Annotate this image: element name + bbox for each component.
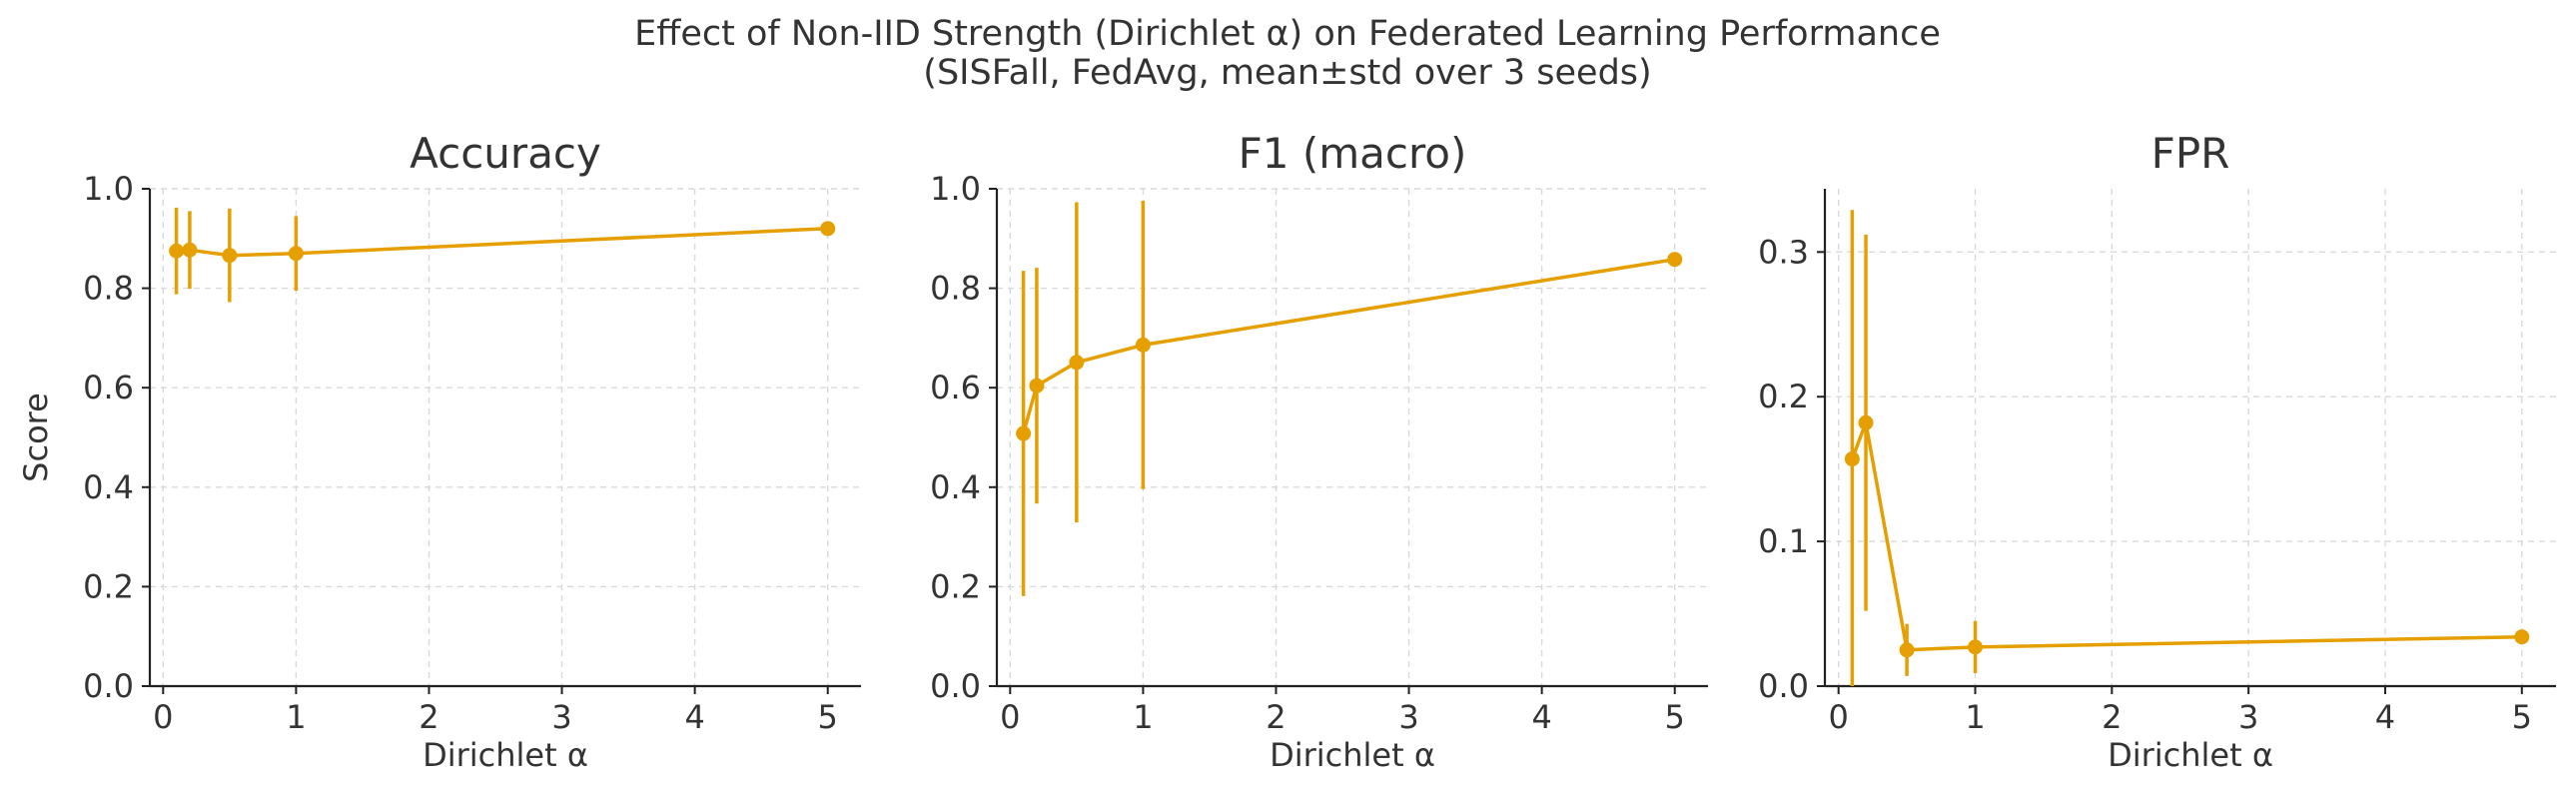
fpr-y-tick-label-0: 0.0: [1758, 667, 1809, 705]
panel-accuracy: 0 1 2 3 4 5 0.0 0.2 0.4 0.6 0.8 1.0 Accuracy Dirichle…: [17, 129, 861, 774]
panel-f1-macro: 0 1 2 3 4 5 0.0 0.2 0.4 0.6 0.8 1.0 F1 (macro) Dirich…: [930, 129, 1708, 774]
accuracy-x-tick-label-0: 0: [153, 698, 173, 736]
f1-macro-y-tick-label-4: 0.8: [930, 270, 981, 308]
fpr-series-line: [1850, 420, 2522, 652]
f1-macro-y-tick-label-0: 0.0: [930, 667, 981, 705]
accuracy-x-label: Dirichlet α: [423, 736, 588, 774]
accuracy-y-tick-label-0: 0.0: [83, 667, 134, 705]
fpr-x-tick-label-5: 5: [2512, 698, 2532, 736]
fpr-point-0: [1844, 451, 1860, 467]
fpr-x-tick-label-4: 4: [2375, 698, 2395, 736]
accuracy-y-label: Score: [17, 393, 55, 482]
f1-macro-x-tick-label-1: 1: [1133, 698, 1153, 736]
accuracy-point-2: [222, 248, 238, 264]
accuracy-y-tick-label-4: 0.8: [83, 270, 134, 308]
fpr-point-4: [2514, 629, 2530, 645]
accuracy-point-0: [169, 243, 185, 259]
accuracy-x-tick-label-4: 4: [684, 698, 704, 736]
f1-macro-x-tick-label-3: 3: [1398, 698, 1418, 736]
fpr-y-tick-label-2: 0.2: [1758, 378, 1809, 415]
fpr-point-3: [1968, 639, 1984, 655]
f1-macro-point-3: [1135, 337, 1151, 353]
fpr-x-label: Dirichlet α: [2108, 736, 2273, 774]
figure-title-line-1: Effect of Non-IID Strength (Dirichlet α)…: [634, 14, 1941, 54]
accuracy-y-tick-label-3: 0.6: [83, 369, 134, 406]
fpr-x-tick-label-2: 2: [2102, 698, 2122, 736]
fpr-x-tick-label-0: 0: [1829, 698, 1849, 736]
fpr-point-2: [1899, 642, 1915, 658]
f1-macro-y-tick-label-1: 0.2: [930, 567, 981, 605]
accuracy-y-tick-label-5: 1.0: [83, 170, 134, 208]
f1-macro-y-tick-label-2: 0.4: [930, 468, 981, 506]
fpr-y-tick-label-1: 0.1: [1758, 522, 1809, 560]
accuracy-series-line: [176, 227, 828, 258]
fpr-point-1: [1858, 414, 1874, 430]
f1-macro-point-2: [1069, 355, 1085, 371]
figure-title-line-2: (SISFall, FedAvg, mean±std over 3 seeds): [923, 53, 1651, 93]
f1-macro-title: F1 (macro): [1239, 129, 1467, 178]
f1-macro-point-4: [1667, 252, 1683, 268]
accuracy-x-tick-label-5: 5: [818, 698, 838, 736]
accuracy-x-tick-label-2: 2: [419, 698, 438, 736]
f1-macro-x-tick-label-4: 4: [1531, 698, 1551, 736]
accuracy-y-tick-label-1: 0.2: [83, 567, 134, 605]
f1-macro-x-tick-label-2: 2: [1266, 698, 1286, 736]
f1-macro-point-0: [1016, 425, 1032, 441]
accuracy-x-tick-label-3: 3: [551, 698, 571, 736]
accuracy-point-3: [288, 246, 304, 262]
f1-macro-x-label: Dirichlet α: [1270, 736, 1435, 774]
f1-macro-y-tick-label-5: 1.0: [930, 170, 981, 208]
f1-macro-point-1: [1029, 378, 1045, 394]
accuracy-x-tick-label-1: 1: [286, 698, 306, 736]
accuracy-point-1: [182, 242, 198, 258]
f1-macro-series-line: [1021, 257, 1675, 434]
accuracy-y-tick-label-2: 0.4: [83, 468, 134, 506]
fpr-x-tick-label-3: 3: [2238, 698, 2258, 736]
f1-macro-y-tick-label-3: 0.6: [930, 369, 981, 406]
fpr-y-tick-label-3: 0.3: [1758, 233, 1809, 271]
f1-macro-x-tick-label-5: 5: [1665, 698, 1685, 736]
accuracy-title: Accuracy: [410, 129, 601, 178]
accuracy-point-4: [820, 221, 836, 237]
fpr-x-tick-label-1: 1: [1965, 698, 1985, 736]
panel-fpr: 0 1 2 3 4 5 0.0 0.1 0.2 0.3 FPR Dirichlet α: [1758, 129, 2556, 774]
f1-macro-x-tick-label-0: 0: [1000, 698, 1020, 736]
fpr-title: FPR: [2151, 129, 2230, 178]
